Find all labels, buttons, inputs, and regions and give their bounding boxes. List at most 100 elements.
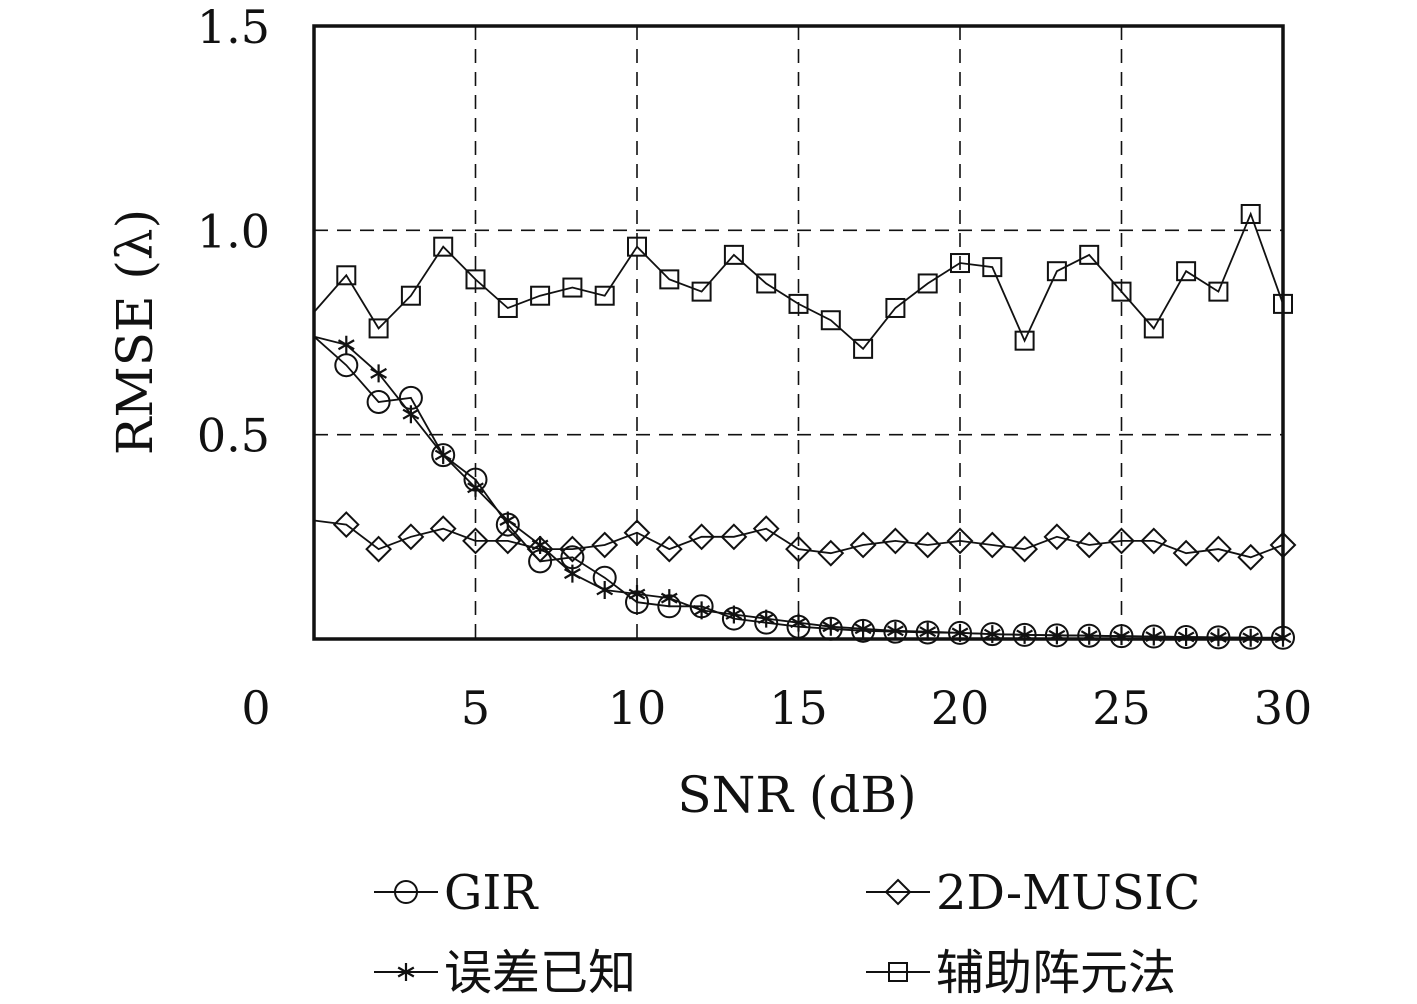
data-point: [627, 236, 647, 257]
series-line: [313, 519, 1284, 559]
data-point: [499, 511, 517, 530]
data-point: [693, 601, 710, 620]
data-point: [1014, 330, 1035, 351]
data-point: [591, 531, 619, 559]
y-tick-label: 1.0: [197, 204, 270, 258]
data-point: [400, 285, 421, 306]
data-point: [1046, 261, 1067, 282]
x-axis-title: SNR (dB): [677, 766, 916, 824]
data-point: [822, 617, 840, 636]
data-point: [1111, 281, 1132, 302]
x-tick-label: 30: [1254, 681, 1313, 735]
y-tick-label: 0.5: [197, 409, 270, 463]
data-point: [366, 389, 391, 414]
x-tick-label: 25: [1092, 681, 1151, 735]
data-point: [756, 273, 777, 294]
data-point: [1176, 261, 1197, 282]
grid-lines: [314, 26, 1283, 639]
data-point: [337, 335, 355, 354]
series-layer: [313, 203, 1297, 650]
data-point: [688, 523, 716, 551]
series-circle: [313, 335, 1295, 650]
data-point: [820, 310, 841, 331]
data-point: [526, 535, 554, 563]
data-point: [1108, 527, 1135, 555]
data-point: [431, 443, 456, 468]
data-point: [982, 257, 1003, 278]
data-point: [1140, 527, 1168, 555]
data-point: [332, 511, 360, 538]
data-point: [433, 236, 454, 257]
data-point: [854, 619, 872, 638]
data-point: [788, 293, 809, 314]
data-point: [1172, 539, 1200, 567]
legend: GIR 2D-MUSIC 误差已知 辅助阵元法: [374, 865, 1200, 1001]
data-point: [1204, 535, 1232, 563]
data-point: [462, 527, 489, 555]
data-point: [558, 535, 586, 563]
data-point: [1237, 543, 1265, 571]
data-point: [785, 535, 812, 563]
data-point: [365, 535, 393, 563]
data-point: [1011, 535, 1039, 563]
data-point: [334, 353, 359, 378]
data-point: [725, 605, 743, 624]
data-point: [564, 564, 581, 583]
data-point: [434, 446, 452, 465]
data-point: [978, 531, 1006, 559]
data-point: [1079, 244, 1100, 265]
data-point: [790, 613, 807, 632]
series-square: [313, 203, 1293, 359]
data-point: [494, 527, 522, 555]
data-point: [946, 527, 974, 555]
legend-item: 2D-MUSIC: [866, 865, 1200, 921]
data-point: [530, 285, 551, 306]
data-point: [660, 589, 678, 608]
legend-marker: [397, 963, 415, 981]
data-point: [623, 519, 651, 547]
y-tick-label: 1.5: [197, 0, 270, 54]
data-point: [881, 527, 909, 555]
legend-item: 辅助阵元法: [866, 945, 1176, 1001]
legend-label: 辅助阵元法: [936, 945, 1176, 1001]
legend-label: 2D-MUSIC: [936, 865, 1200, 921]
x-tick-label: 15: [769, 681, 828, 735]
data-point: [397, 523, 425, 551]
data-point: [655, 535, 683, 563]
data-point: [914, 531, 942, 559]
data-point: [370, 364, 387, 383]
data-point: [368, 318, 389, 339]
data-point: [917, 273, 938, 294]
series-asterisk: [313, 335, 1292, 647]
data-point: [596, 580, 614, 599]
tick-labels: 0 5 10 15 20 25 30 0.5 1.0 1.5: [197, 0, 1312, 735]
data-point: [849, 531, 877, 559]
data-point: [752, 515, 780, 543]
x-tick-label: 10: [608, 681, 667, 735]
data-point: [720, 523, 748, 551]
series-diamond: [313, 511, 1297, 571]
legend-item: GIR: [374, 865, 539, 921]
data-point: [1075, 531, 1103, 559]
data-point: [497, 297, 518, 318]
data-point: [467, 478, 484, 497]
legend-label: GIR: [444, 865, 539, 921]
data-point: [628, 585, 646, 604]
data-point: [594, 285, 615, 306]
x-tick-label: 20: [931, 681, 990, 735]
data-point: [853, 338, 874, 359]
legend-marker: [888, 962, 908, 982]
data-point: [691, 281, 712, 302]
data-point: [659, 269, 680, 290]
data-point: [950, 253, 970, 274]
data-point: [531, 536, 549, 555]
data-point: [1143, 318, 1164, 339]
y-axis-title: RMSE (λ): [106, 209, 164, 455]
data-point: [817, 539, 845, 567]
data-point: [562, 277, 583, 298]
plot-frame: [312, 24, 1285, 641]
legend-marker: [884, 878, 912, 906]
legend-marker: [394, 880, 418, 904]
data-point: [723, 244, 744, 265]
